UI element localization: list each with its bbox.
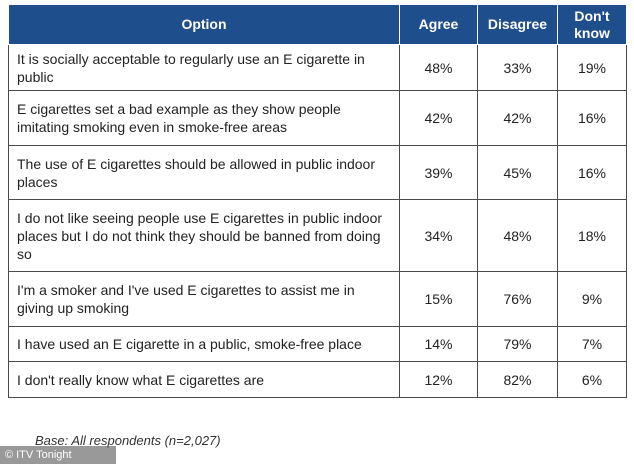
row-disagree: 33% [477,44,558,91]
row-dont-know: 9% [557,271,627,327]
row-agree: 12% [399,361,478,398]
header-dont-know: Don't know [557,4,627,45]
table-row: I do not like seeing people use E cigare… [8,199,627,272]
copyright-icon: © [5,449,14,461]
row-dont-know: 16% [557,90,627,146]
table-row: E cigarettes set a bad example as they s… [8,90,627,146]
row-disagree: 42% [477,90,558,146]
row-dont-know: 6% [557,361,627,398]
row-option: The use of E cigarettes should be allowe… [8,145,400,200]
row-option: I do not like seeing people use E cigare… [8,199,400,272]
row-disagree: 45% [477,145,558,200]
row-option: It is socially acceptable to regularly u… [8,44,400,91]
header-row: Option Agree Disagree Don't know [8,4,627,45]
row-option: I don't really know what E cigarettes ar… [8,361,400,398]
row-option: I have used an E cigarette in a public, … [8,326,400,362]
row-dont-know: 18% [557,199,627,272]
table-row: The use of E cigarettes should be allowe… [8,145,627,200]
table-row: I have used an E cigarette in a public, … [8,326,627,362]
base-footnote: Base: All respondents (n=2,027) [35,433,221,448]
row-dont-know: 19% [557,44,627,91]
row-agree: 15% [399,271,478,327]
row-disagree: 79% [477,326,558,362]
row-agree: 39% [399,145,478,200]
row-agree: 34% [399,199,478,272]
row-dont-know: 7% [557,326,627,362]
header-option: Option [8,4,400,45]
header-disagree: Disagree [477,4,558,45]
row-dont-know: 16% [557,145,627,200]
row-agree: 14% [399,326,478,362]
survey-table: Option Agree Disagree Don't know It is s… [8,4,627,398]
credit-text: ITV Tonight [16,449,72,461]
table-row: I'm a smoker and I've used E cigarettes … [8,271,627,327]
table-row: It is socially acceptable to regularly u… [8,44,627,91]
row-option: E cigarettes set a bad example as they s… [8,90,400,146]
image-credit: © ITV Tonight [0,446,116,464]
table-row: I don't really know what E cigarettes ar… [8,361,627,398]
row-disagree: 82% [477,361,558,398]
row-agree: 48% [399,44,478,91]
row-option: I'm a smoker and I've used E cigarettes … [8,271,400,327]
row-agree: 42% [399,90,478,146]
header-agree: Agree [399,4,478,45]
row-disagree: 48% [477,199,558,272]
row-disagree: 76% [477,271,558,327]
